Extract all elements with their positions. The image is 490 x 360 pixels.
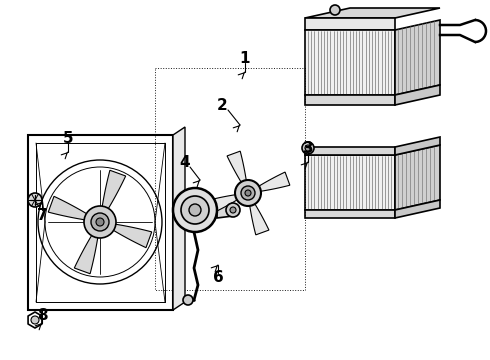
Polygon shape <box>395 85 440 105</box>
Polygon shape <box>173 127 185 310</box>
Polygon shape <box>74 222 100 274</box>
Circle shape <box>84 206 116 238</box>
Text: 3: 3 <box>303 140 313 156</box>
Circle shape <box>181 196 209 224</box>
Polygon shape <box>305 18 395 30</box>
Polygon shape <box>305 147 395 155</box>
Circle shape <box>330 5 340 15</box>
Circle shape <box>235 180 261 206</box>
Polygon shape <box>395 200 440 218</box>
Text: 8: 8 <box>37 307 48 323</box>
Circle shape <box>241 186 255 200</box>
Polygon shape <box>248 193 269 235</box>
Polygon shape <box>305 30 395 95</box>
Circle shape <box>173 188 217 232</box>
Text: 6: 6 <box>213 270 223 285</box>
Polygon shape <box>395 137 440 155</box>
Polygon shape <box>48 196 100 222</box>
Text: 5: 5 <box>63 131 74 145</box>
Circle shape <box>230 207 236 213</box>
Polygon shape <box>206 193 248 214</box>
Text: 4: 4 <box>180 154 190 170</box>
Circle shape <box>31 316 39 324</box>
Circle shape <box>305 145 311 151</box>
Text: 7: 7 <box>37 207 48 222</box>
Circle shape <box>28 193 42 207</box>
Circle shape <box>183 295 193 305</box>
Polygon shape <box>395 20 440 95</box>
Polygon shape <box>395 145 440 210</box>
Text: 1: 1 <box>240 50 250 66</box>
Circle shape <box>96 218 104 226</box>
Circle shape <box>189 204 201 216</box>
Polygon shape <box>305 155 395 210</box>
Polygon shape <box>100 170 125 222</box>
Polygon shape <box>217 202 233 218</box>
Polygon shape <box>305 210 395 218</box>
Polygon shape <box>305 8 440 18</box>
Text: 2: 2 <box>217 98 227 112</box>
Polygon shape <box>227 151 248 193</box>
Polygon shape <box>305 95 395 105</box>
Circle shape <box>91 213 109 231</box>
Circle shape <box>226 203 240 217</box>
Circle shape <box>302 142 314 154</box>
Polygon shape <box>248 172 290 193</box>
Polygon shape <box>100 222 152 248</box>
Circle shape <box>245 190 251 196</box>
